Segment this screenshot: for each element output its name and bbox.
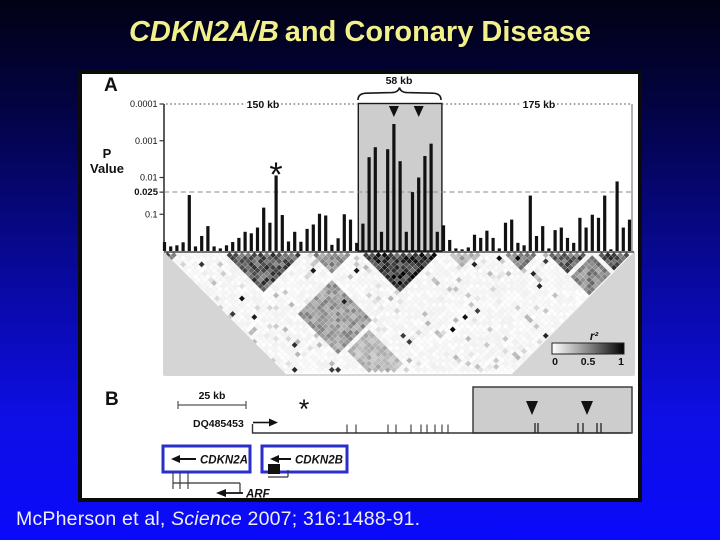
threshold-label: 0.025 <box>134 187 158 198</box>
r2-legend-title: r² <box>590 331 599 343</box>
arf-arrow-head <box>216 489 226 497</box>
accession-arrow-head <box>269 418 278 427</box>
svg-text:0.001: 0.001 <box>135 136 158 146</box>
figure-panel: A 150 kb 175 kb 58 kb 0.0001 0.001 0.01 0.1… <box>78 70 642 502</box>
snp-position-ticks <box>346 423 602 433</box>
cdkn2a-arrow-head <box>171 455 180 463</box>
svg-text:0.0001: 0.0001 <box>130 99 158 109</box>
cdkn2b-arrow-head <box>270 455 279 463</box>
r2-legend-gradient-bar <box>551 342 625 355</box>
ld-diamonds <box>164 251 630 374</box>
panel-b-label: B <box>105 389 119 410</box>
y-axis-ticks: 0.0001 0.001 0.01 0.1 <box>130 99 164 219</box>
citation-suffix: 2007; 316:1488-91. <box>241 508 421 530</box>
figure-svg: A 150 kb 175 kb 58 kb 0.0001 0.001 0.01 0.1… <box>90 75 635 499</box>
r2-legend-0: 0 <box>552 356 558 368</box>
cdkn2a-label: CDKN2A <box>200 455 248 467</box>
cdkn2b-label: CDKN2B <box>295 455 343 467</box>
region-58kb-label: 58 kb <box>386 75 413 87</box>
svg-text:0.01: 0.01 <box>140 173 158 183</box>
risk-interval-box <box>472 386 633 434</box>
cdkn2b-exon <box>268 464 280 474</box>
pvalue-bars <box>162 123 632 251</box>
citation-journal: Science <box>171 508 242 530</box>
accession-label: DQ485453 <box>193 418 244 430</box>
arf-label: ARF <box>245 489 271 499</box>
citation: McPherson et al, Science 2007; 316:1488-… <box>16 508 420 531</box>
region-175kb-label: 175 kb <box>523 99 556 111</box>
snp-arrow-markers <box>388 106 424 117</box>
slide-title-gene: CDKN2A/B <box>128 16 279 48</box>
asterisk-panel-a: * <box>269 156 282 194</box>
region-150kb-label: 150 kb <box>247 99 280 111</box>
panel-a-label: A <box>104 75 118 96</box>
ld-corner-left <box>164 252 287 375</box>
slide-title: CDKN2A/B and Coronary Disease <box>0 17 720 47</box>
y-axis-title-value: Value <box>90 161 124 176</box>
citation-prefix: McPherson et al, <box>16 508 172 530</box>
svg-text:0.1: 0.1 <box>145 209 158 219</box>
brace-58kb <box>357 87 442 101</box>
r2-legend-1: 1 <box>618 356 624 368</box>
slide-title-rest: and Coronary Disease <box>284 16 592 48</box>
scale-label: 25 kb <box>199 390 226 402</box>
y-axis-title-p: P <box>103 146 112 161</box>
risk-box-arrow-markers <box>526 401 593 415</box>
cdkn2a-exon-ticks <box>172 472 189 489</box>
asterisk-panel-b: * <box>299 394 310 424</box>
r2-legend-05: 0.5 <box>581 356 596 368</box>
